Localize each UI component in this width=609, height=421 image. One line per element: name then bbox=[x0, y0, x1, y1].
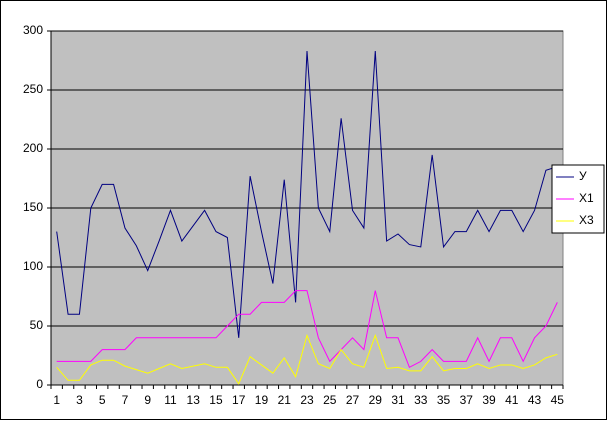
series-line bbox=[56, 290, 558, 369]
x-tick-label: 41 bbox=[505, 393, 519, 407]
legend-label: У bbox=[579, 169, 587, 183]
x-tick-label: 3 bbox=[76, 393, 83, 407]
x-tick-label: 11 bbox=[164, 393, 177, 407]
x-tick-label: 9 bbox=[144, 393, 151, 407]
x-tick-label: 17 bbox=[232, 393, 246, 407]
x-tick-label: 13 bbox=[187, 393, 201, 407]
x-tick-label: 23 bbox=[300, 393, 314, 407]
series-line bbox=[56, 51, 558, 338]
x-tick-label: 15 bbox=[209, 393, 223, 407]
y-tick-label: 50 bbox=[30, 318, 44, 332]
x-tick-label: 45 bbox=[551, 393, 565, 407]
x-tick-label: 25 bbox=[323, 393, 337, 407]
x-tick-label: 19 bbox=[255, 393, 269, 407]
y-tick-label: 150 bbox=[23, 200, 43, 214]
x-tick-label: 21 bbox=[278, 393, 292, 407]
x-tick-label: 1 bbox=[53, 393, 60, 407]
x-tick-label: 5 bbox=[99, 393, 106, 407]
x-tick-label: 35 bbox=[437, 393, 451, 407]
series-line bbox=[56, 333, 558, 385]
x-tick-label: 7 bbox=[122, 393, 129, 407]
legend-label: X1 bbox=[579, 191, 594, 205]
x-tick-label: 29 bbox=[369, 393, 383, 407]
y-tick-label: 300 bbox=[23, 23, 43, 37]
x-tick-label: 33 bbox=[414, 393, 428, 407]
y-tick-label: 200 bbox=[23, 141, 43, 155]
x-tick-label: 31 bbox=[391, 393, 405, 407]
y-tick-label: 100 bbox=[23, 259, 43, 273]
x-tick-label: 39 bbox=[482, 393, 496, 407]
x-tick-label: 27 bbox=[346, 393, 360, 407]
y-tick-label: 250 bbox=[23, 82, 43, 96]
x-tick-label: 37 bbox=[460, 393, 474, 407]
legend-label: X3 bbox=[579, 213, 594, 227]
x-tick-label: 43 bbox=[528, 393, 542, 407]
y-tick-label: 0 bbox=[36, 377, 43, 391]
